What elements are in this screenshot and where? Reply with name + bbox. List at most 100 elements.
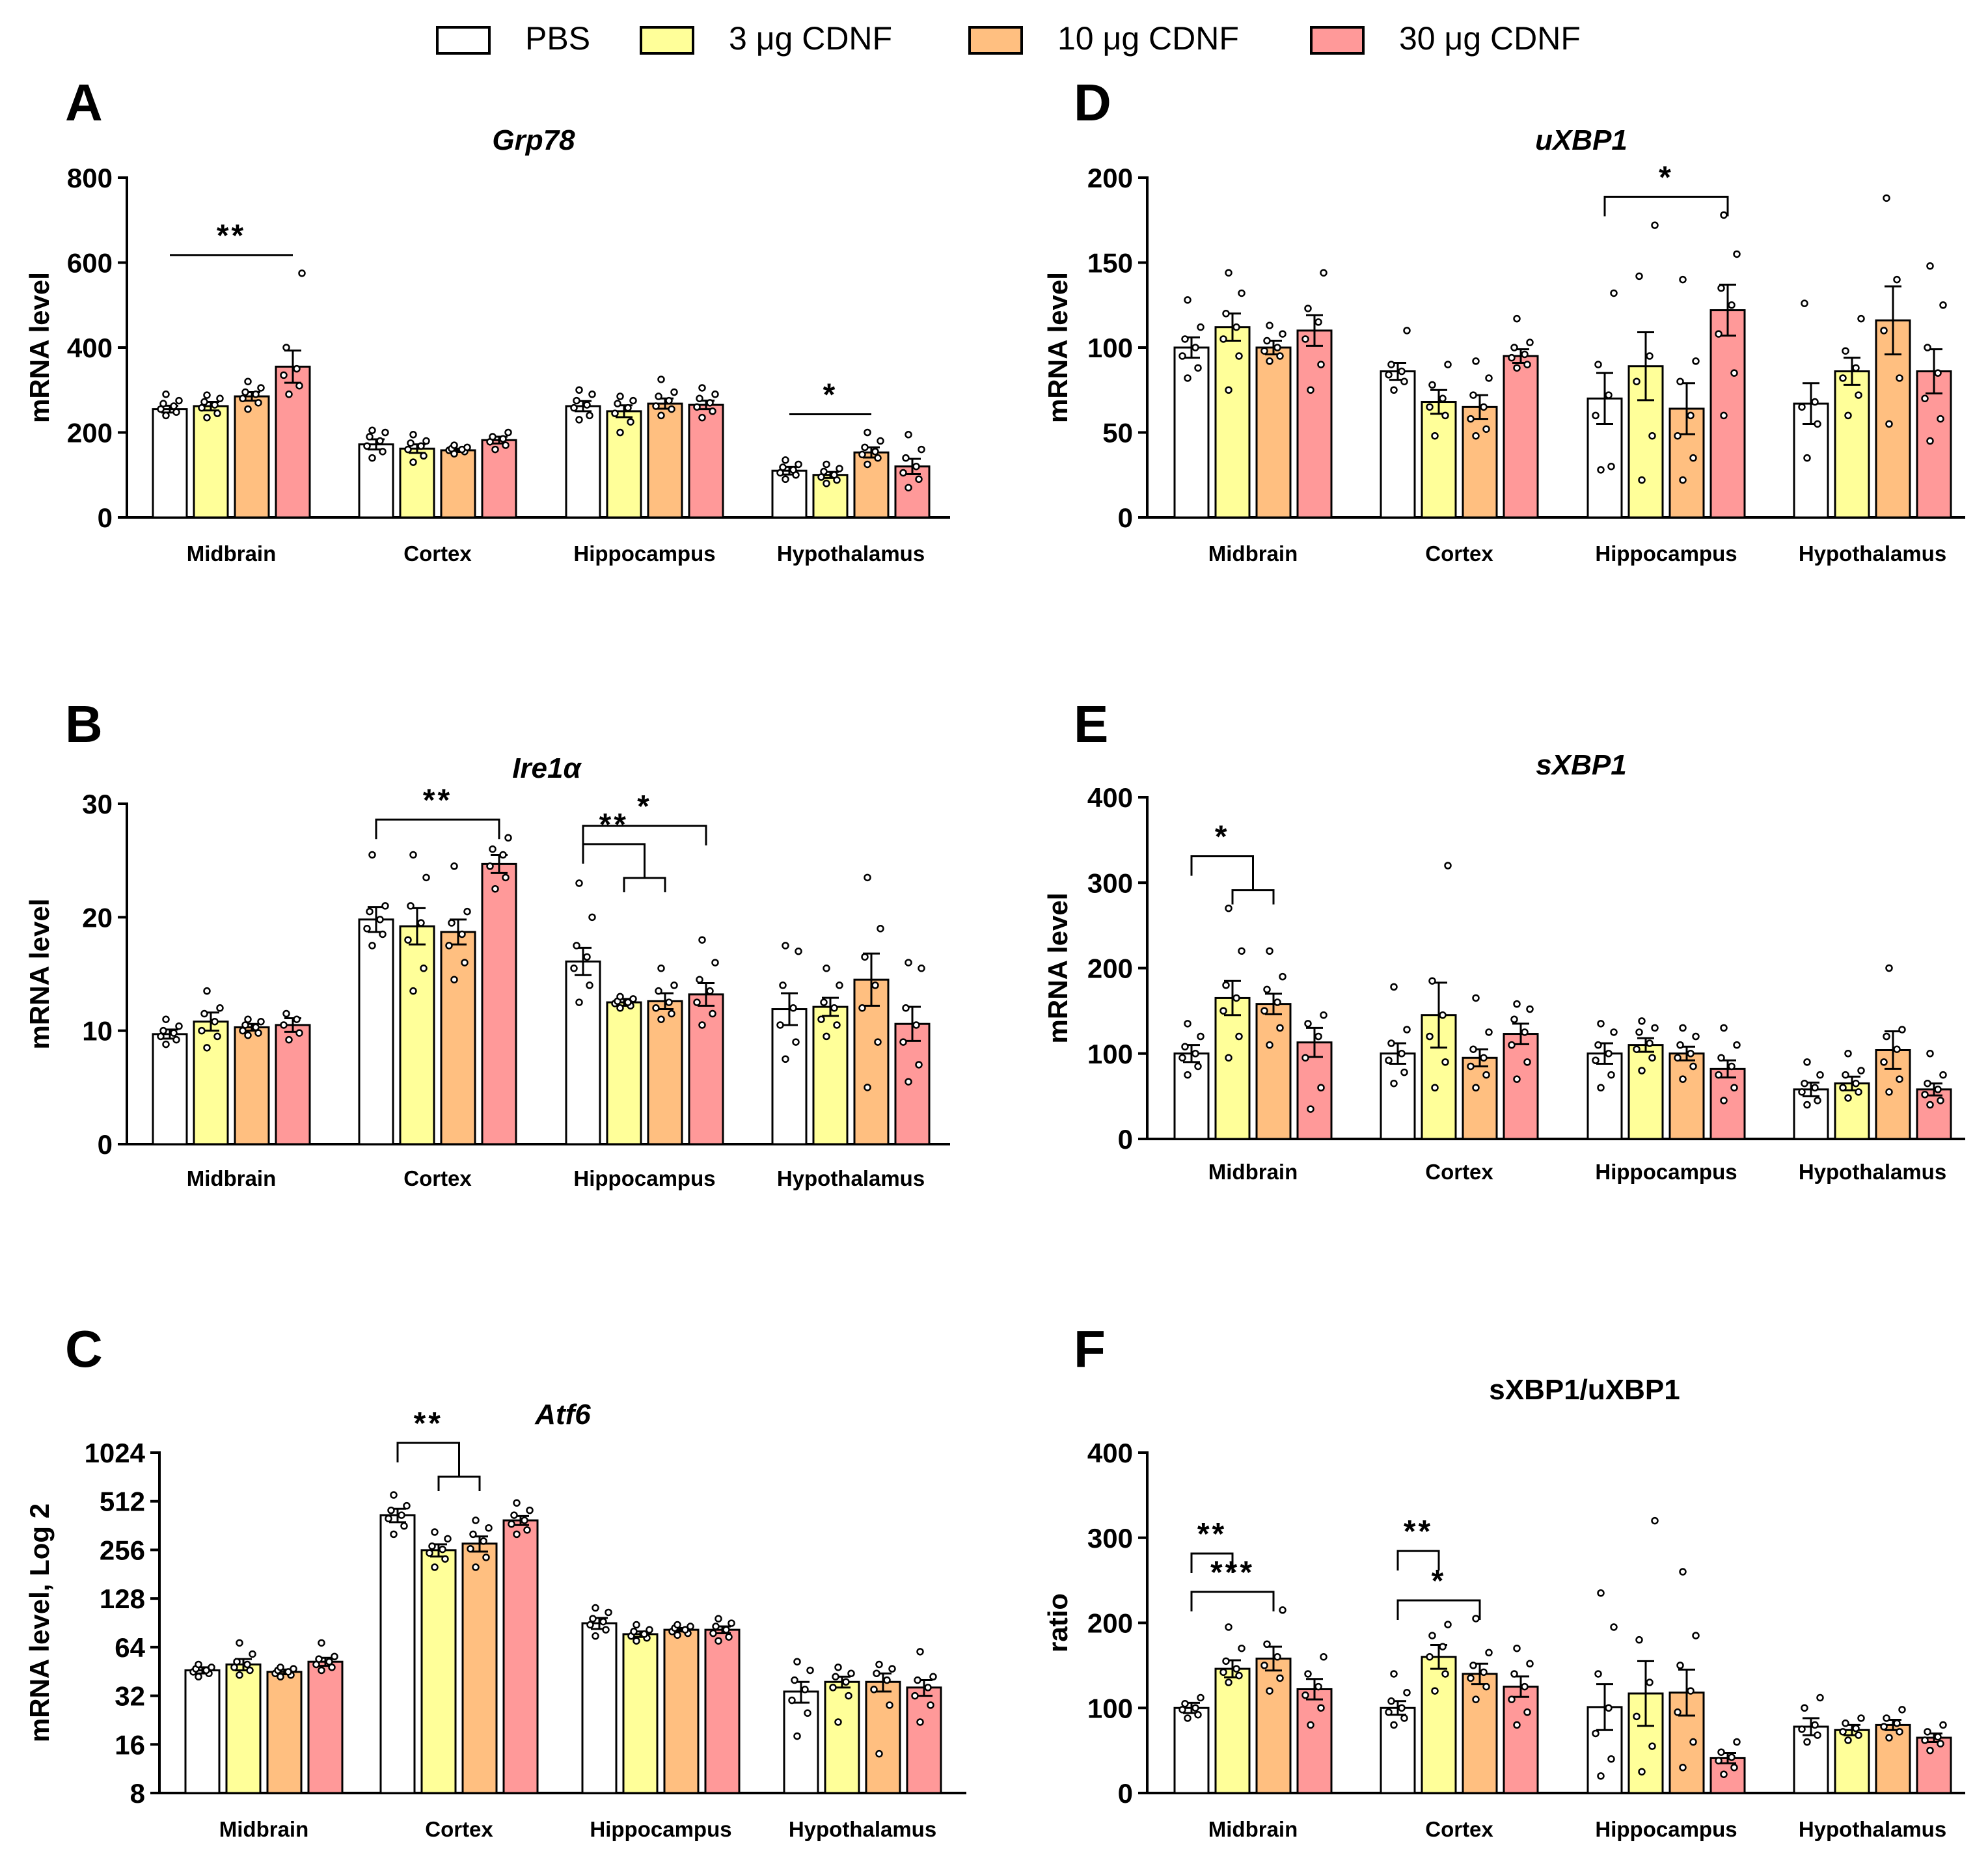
y-tick-label: 200	[1087, 1608, 1133, 1639]
data-point	[1733, 1041, 1741, 1049]
data-point	[170, 402, 178, 410]
data-point	[1472, 357, 1480, 365]
y-tick-label: 256	[100, 1535, 145, 1565]
data-point	[864, 1084, 871, 1091]
data-point	[1232, 1665, 1240, 1673]
data-point	[445, 942, 453, 950]
data-point	[829, 1684, 837, 1691]
data-point	[1441, 411, 1449, 420]
data-point	[1798, 1725, 1806, 1733]
bar	[234, 1026, 270, 1145]
data-point	[1508, 1041, 1516, 1049]
data-point	[1266, 322, 1273, 329]
data-point	[823, 460, 830, 469]
legend-swatch	[436, 26, 491, 55]
data-point	[1314, 1682, 1322, 1691]
data-point	[1592, 1729, 1600, 1738]
data-point	[458, 930, 466, 938]
data-point	[1431, 1084, 1439, 1091]
data-point	[715, 1615, 722, 1623]
data-point	[1398, 1704, 1406, 1712]
data-point	[1814, 1097, 1821, 1104]
data-point	[298, 269, 306, 277]
data-point	[1523, 361, 1531, 368]
y-tick-label: 0	[98, 1129, 113, 1160]
data-point	[1715, 1757, 1722, 1765]
panel-a: A Grp78 mRNA level 0 200 400 600 800 Midbrain Cor…	[24, 74, 950, 566]
data-point	[1178, 1706, 1186, 1714]
data-point	[652, 402, 660, 410]
data-point	[213, 1032, 221, 1041]
bar	[1214, 326, 1251, 519]
data-point	[1428, 381, 1436, 389]
data-point	[1720, 1097, 1728, 1104]
data-point	[1803, 1058, 1811, 1066]
data-point	[198, 1026, 206, 1035]
data-point	[159, 400, 167, 407]
data-point	[1605, 1704, 1613, 1712]
data-point	[646, 1626, 653, 1634]
y-tick-label: 100	[1087, 333, 1133, 363]
data-point	[1225, 386, 1232, 394]
data-point	[605, 1608, 612, 1617]
data-point	[513, 1530, 521, 1539]
data-point	[914, 1676, 921, 1684]
data-point	[877, 925, 884, 933]
data-point	[624, 998, 632, 1006]
y-tick-label: 300	[1087, 1523, 1133, 1554]
category-label: Cortex	[425, 1817, 493, 1841]
data-point	[833, 1021, 841, 1029]
data-point	[1266, 1041, 1273, 1049]
data-point	[1880, 1723, 1888, 1731]
data-point	[883, 1676, 891, 1684]
data-point	[905, 1078, 912, 1086]
data-point	[782, 942, 789, 950]
data-point	[504, 428, 512, 437]
data-point	[510, 1511, 518, 1519]
data-point	[806, 1666, 814, 1675]
data-point	[482, 1554, 490, 1561]
panel-letter: B	[65, 695, 103, 753]
data-point	[924, 1684, 932, 1691]
data-point	[589, 1615, 597, 1623]
data-point	[874, 454, 882, 462]
bar	[622, 1633, 659, 1794]
data-point	[899, 1038, 907, 1046]
data-point	[1898, 1026, 1906, 1034]
data-point	[1467, 1674, 1475, 1682]
data-point	[1184, 1714, 1191, 1722]
data-point	[1426, 403, 1434, 411]
data-point	[1439, 1643, 1447, 1650]
data-point	[1317, 1084, 1325, 1091]
data-point	[1844, 1050, 1852, 1058]
data-point	[1883, 1714, 1890, 1722]
data-point	[1720, 1770, 1728, 1778]
bar	[399, 925, 435, 1145]
data-point	[674, 1621, 681, 1629]
data-point	[1194, 364, 1202, 372]
data-point	[1679, 476, 1687, 484]
data-point	[834, 1664, 842, 1671]
data-point	[1896, 374, 1903, 382]
data-point	[1317, 361, 1325, 368]
data-point	[793, 1658, 801, 1665]
data-point	[1508, 1695, 1516, 1703]
data-point	[1679, 1568, 1687, 1576]
data-point	[905, 484, 912, 492]
data-point	[162, 1015, 170, 1023]
data-point	[1225, 269, 1232, 277]
data-point	[1717, 1748, 1725, 1756]
data-point	[1510, 1670, 1518, 1678]
y-tick-label: 0	[1118, 1778, 1133, 1809]
data-point	[1937, 1740, 1944, 1747]
data-point	[929, 1673, 937, 1681]
significance-label: *	[823, 378, 838, 413]
y-tick-label: 300	[1087, 868, 1133, 898]
data-point	[1400, 377, 1408, 385]
bar	[1503, 355, 1539, 519]
significance-bracket: *	[789, 378, 871, 415]
data-point	[211, 401, 219, 409]
data-point	[1648, 1054, 1656, 1062]
